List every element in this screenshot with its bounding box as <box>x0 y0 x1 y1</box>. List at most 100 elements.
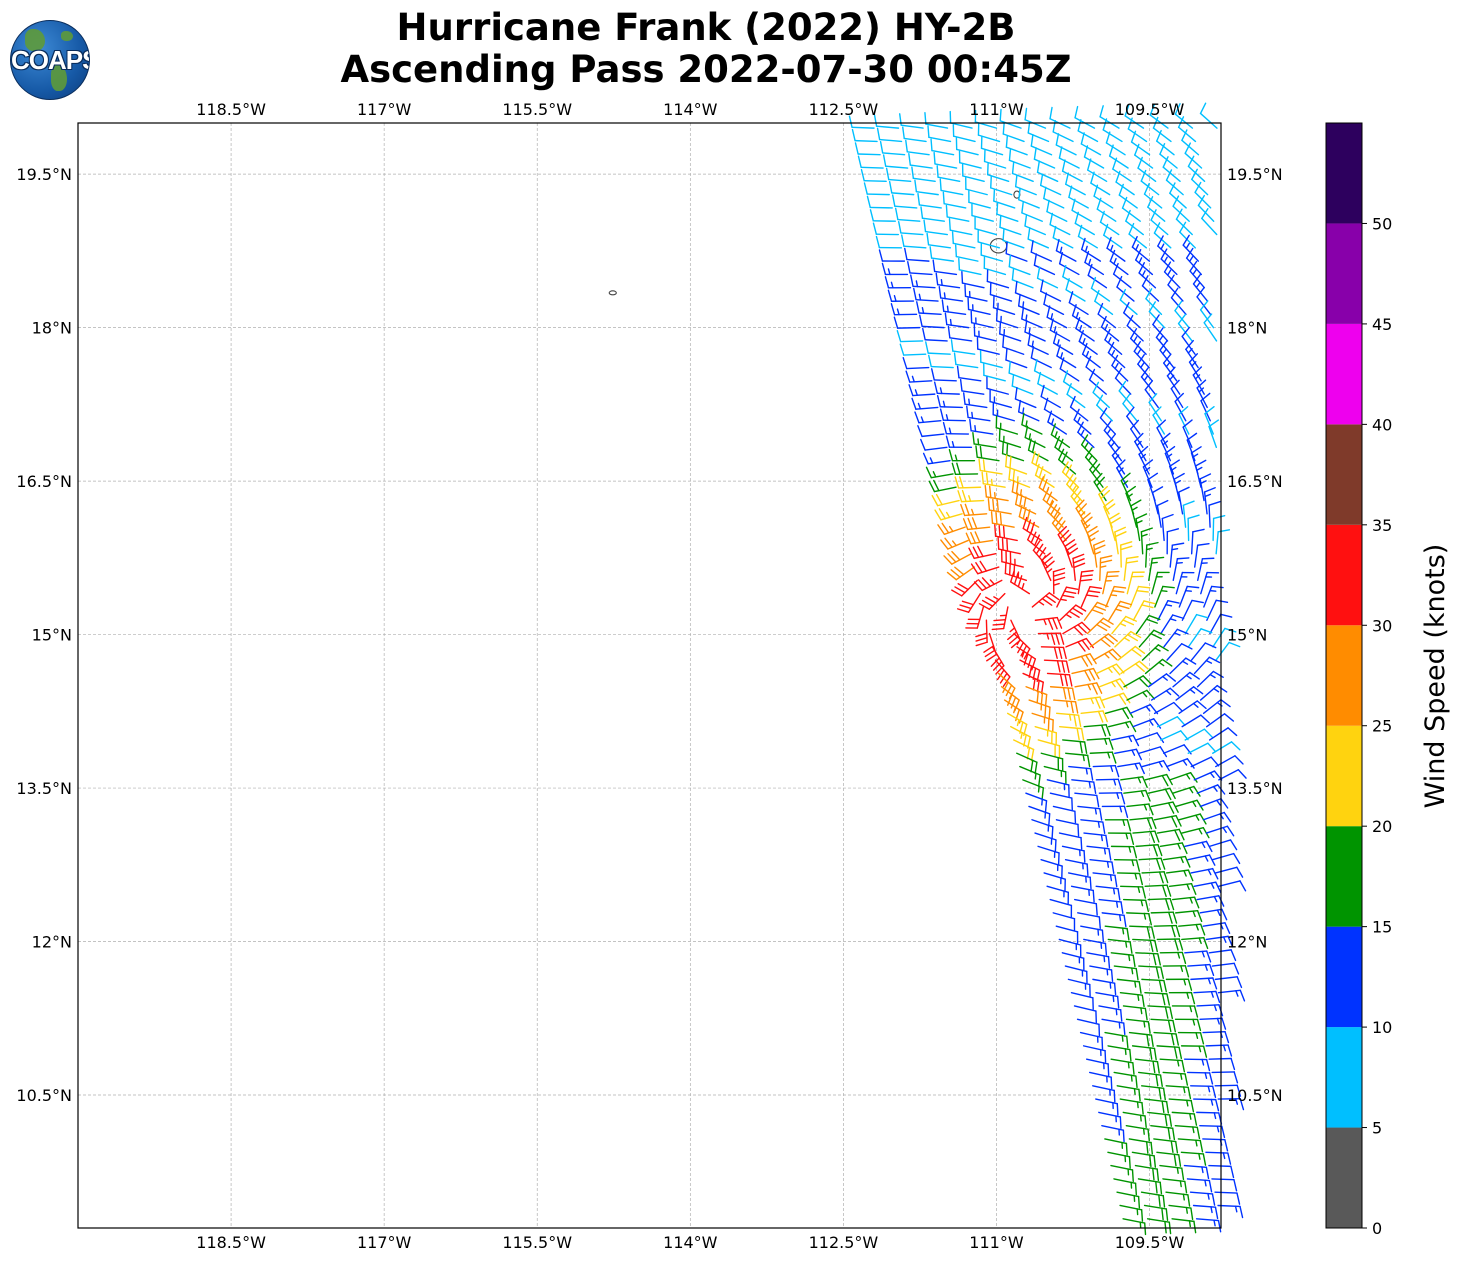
wind-barb <box>1129 925 1155 939</box>
wind-barb <box>1135 952 1161 966</box>
wind-barb <box>1025 686 1048 707</box>
colorbar-tick-label: 40 <box>1372 415 1392 434</box>
wind-barb <box>1054 435 1074 462</box>
lat-tick-label-left: 13.5°N <box>16 779 72 798</box>
wind-barb <box>1086 158 1108 183</box>
wind-barb <box>1184 613 1209 635</box>
wind-barb <box>1025 792 1048 813</box>
wind-barb <box>1061 461 1080 488</box>
wind-barb <box>935 272 961 289</box>
wind-barb <box>1166 758 1195 769</box>
wind-barb <box>1005 241 1028 262</box>
colorbar-segment <box>1326 826 1362 927</box>
wind-barb <box>1099 555 1113 582</box>
wind-barb <box>1150 1124 1176 1141</box>
wind-barb <box>1172 671 1200 688</box>
wind-barb <box>1036 160 1059 183</box>
wind-barb <box>1065 637 1094 652</box>
wind-barb <box>1191 168 1209 196</box>
wind-barb <box>1120 776 1148 788</box>
wind-barb <box>1098 898 1124 914</box>
wind-barb <box>919 314 945 329</box>
wind-barb <box>1141 978 1168 993</box>
wind-barb <box>960 503 988 517</box>
wind-barb <box>1214 1191 1241 1205</box>
wind-barb <box>1074 211 1095 236</box>
wind-barb <box>1038 476 1058 502</box>
wind-barb <box>1017 293 1040 316</box>
wind-barb <box>962 392 988 409</box>
wind-barb <box>1027 227 1050 249</box>
wind-barb <box>1123 556 1139 582</box>
wind-barb <box>866 195 893 209</box>
wind-barb <box>1147 897 1175 911</box>
wind-barb <box>1052 912 1076 931</box>
wind-barb <box>934 508 963 521</box>
wind-barb <box>1153 924 1181 938</box>
wind-barb <box>973 323 997 342</box>
wind-barb <box>1172 557 1190 582</box>
wind-barb <box>1126 314 1144 342</box>
wind-barb <box>1190 867 1219 880</box>
wind-barb <box>1180 1045 1208 1058</box>
wind-barb <box>1175 208 1193 236</box>
wind-barb <box>1160 614 1185 635</box>
wind-barb <box>1141 275 1160 302</box>
wind-barb <box>1092 978 1117 996</box>
wind-barb <box>1059 725 1085 741</box>
wind-barb <box>1116 459 1129 488</box>
wind-barb <box>1111 615 1137 635</box>
wind-barb <box>1049 686 1076 701</box>
wind-barb <box>1068 185 1089 209</box>
wind-barb <box>958 150 982 169</box>
wind-barb <box>1168 1204 1194 1221</box>
wind-barb <box>1055 133 1077 156</box>
wind-barb <box>958 257 982 276</box>
wind-barb <box>1190 528 1205 555</box>
wind-barb <box>1211 852 1241 865</box>
wind-barb <box>1183 1164 1210 1180</box>
wind-barb <box>1202 699 1231 715</box>
wind-barb <box>1111 734 1140 747</box>
wind-barb <box>1005 347 1028 369</box>
wind-barb <box>943 550 972 565</box>
wind-barb <box>1105 131 1126 156</box>
wind-barb <box>1208 1164 1235 1179</box>
wind-barb <box>933 151 958 169</box>
wind-barb <box>1061 845 1086 863</box>
wind-barb <box>1080 819 1106 835</box>
wind-barb <box>984 484 1009 502</box>
wind-barb <box>1101 1018 1126 1036</box>
wind-barb <box>1165 978 1193 991</box>
wind-barb <box>1031 712 1054 733</box>
wind-barb <box>1104 1138 1128 1156</box>
wind-barb <box>925 341 951 355</box>
logo-text: COAPS <box>11 45 90 75</box>
lon-tick-label-top: 115.5°W <box>502 100 572 119</box>
wind-barb <box>1074 105 1096 129</box>
wind-barb <box>1147 1111 1173 1127</box>
colorbar-segment <box>1326 625 1362 726</box>
wind-barb <box>1112 157 1132 183</box>
wind-barb <box>1114 367 1132 395</box>
wind-barb <box>1102 118 1123 143</box>
wind-barb <box>1107 938 1133 954</box>
wind-barb <box>1137 1178 1163 1195</box>
wind-barb <box>927 125 952 143</box>
wind-barb <box>1068 653 1097 667</box>
wind-barb <box>1072 553 1086 582</box>
wind-barb <box>925 466 954 479</box>
wind-barb <box>1202 1030 1230 1044</box>
wind-barb <box>1119 885 1147 899</box>
wind-barb <box>1086 845 1112 861</box>
wind-barb <box>1067 872 1092 890</box>
wind-barb <box>1122 1005 1148 1021</box>
wind-barb <box>857 155 884 169</box>
wind-barb <box>1195 459 1207 488</box>
wind-barb <box>1031 819 1054 839</box>
wind-barb <box>1215 529 1231 555</box>
wind-barb <box>1064 539 1079 568</box>
wind-barb <box>1034 725 1058 745</box>
lat-tick-label-right: 13.5°N <box>1227 779 1283 798</box>
wind-barb <box>905 370 933 383</box>
